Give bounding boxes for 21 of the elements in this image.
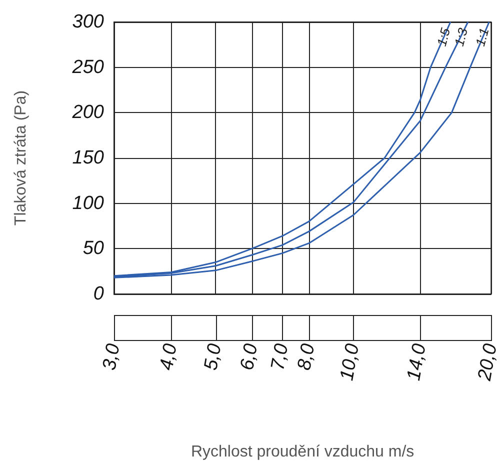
text: 1:5 [434,26,454,48]
text: 1:1 [472,26,492,48]
y-tick-label: 200 [71,102,104,124]
x-axis-title: Rychlost proudění vzduchu m/s [190,444,414,460]
y-tick-label: 300 [72,12,104,32]
text: 1:3 [451,26,471,48]
x-tick-label: 3,0 [99,342,124,372]
x-tick-label: 6,0 [236,342,262,372]
x-tick-label: 5,0 [200,342,226,372]
y-tick-label: 100 [72,192,104,214]
x-tick-label: 7,0 [267,342,293,372]
y-tick-label: 250 [71,56,104,78]
x-tick-label: 8,0 [294,342,320,372]
y-tick-label: 50 [82,238,104,260]
x-tick-label: 20,0 [474,342,501,384]
x-tick-label: 14,0 [403,342,431,382]
y-axis-title: Tlaková ztráta (Pa) [12,90,30,226]
x-tick-label: 4,0 [156,342,182,372]
x-tick-label: 10,0 [336,342,364,382]
y-tick-label: 150 [72,148,104,168]
y-tick-label: 0 [93,284,104,304]
